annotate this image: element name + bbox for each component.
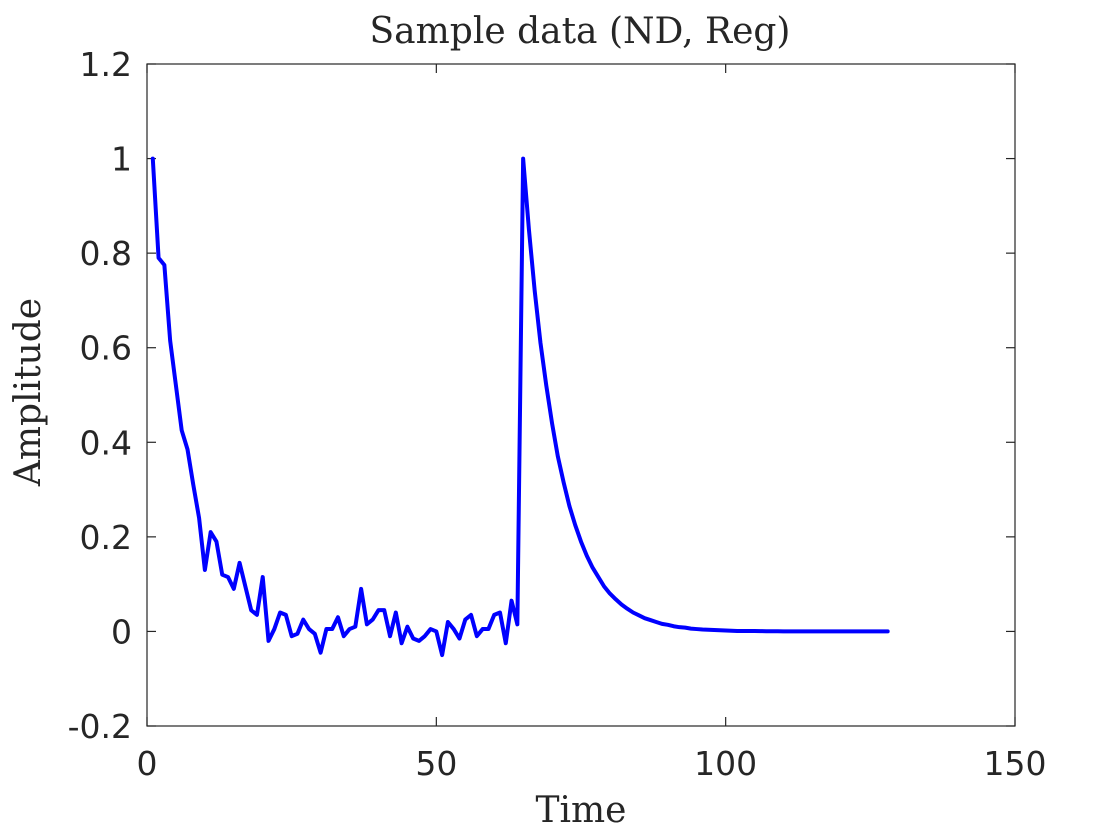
y-tick-label: 0 <box>111 612 132 651</box>
chart-title: Sample data (ND, Reg) <box>370 11 791 52</box>
plot-area <box>146 63 1016 727</box>
y-tick-label: 0.8 <box>80 234 132 273</box>
x-tick-label: 50 <box>415 744 457 783</box>
series-layer <box>150 156 890 658</box>
y-tick-label: 1.2 <box>80 45 132 84</box>
y-tick-label: 0.6 <box>80 329 132 368</box>
y-tick-label: 1 <box>111 140 132 179</box>
y-tick-label: -0.2 <box>68 707 132 746</box>
y-tick-label: 0.2 <box>80 518 132 557</box>
series-line-0 <box>150 156 890 658</box>
x-tick-label: 150 <box>984 744 1047 783</box>
y-tick-label: 0.4 <box>80 423 132 462</box>
y-axis-ticks: -0.2 0 0.2 0.4 0.6 0.8 1 1.2 <box>68 45 1015 746</box>
x-axis-ticks: 0 50 100 150 <box>137 64 1047 783</box>
x-axis-label: Time <box>536 790 627 831</box>
y-axis-label: Amplitude <box>8 298 49 487</box>
x-tick-label: 100 <box>694 744 757 783</box>
x-tick-label: 0 <box>137 744 158 783</box>
